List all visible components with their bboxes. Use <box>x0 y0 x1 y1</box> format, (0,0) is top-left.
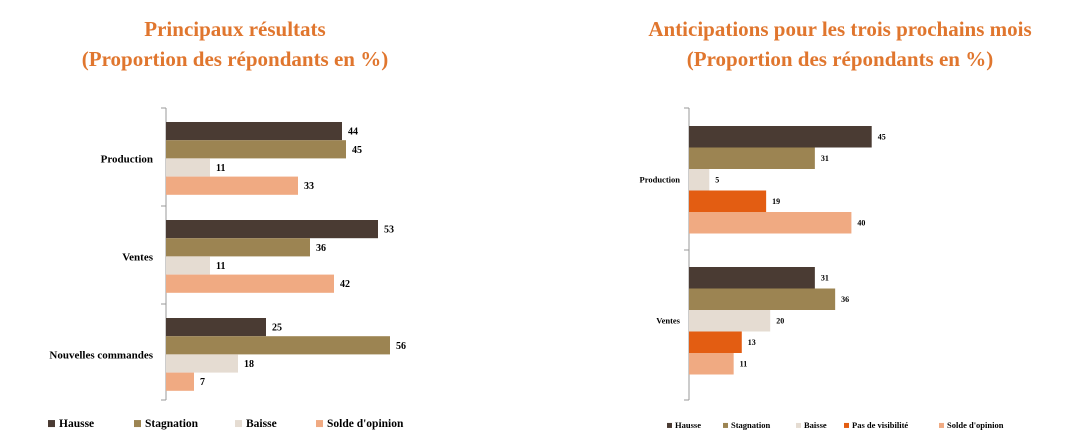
bar <box>166 372 194 391</box>
bar <box>689 126 872 148</box>
data-label: 31 <box>821 154 829 163</box>
left-chart-title-line1: Principaux résultats <box>144 17 326 41</box>
legend-swatch <box>48 420 55 428</box>
category-label: Nouvelles commandes <box>49 349 153 361</box>
bar <box>166 256 210 275</box>
legend-label: Baisse <box>804 420 827 430</box>
category-label: Ventes <box>122 251 153 263</box>
data-label: 40 <box>857 219 865 228</box>
bar <box>166 238 310 257</box>
category-label: Production <box>101 153 153 165</box>
legend-label: Stagnation <box>145 418 199 430</box>
bar <box>166 122 342 141</box>
bar <box>689 331 742 353</box>
data-label: 33 <box>304 181 314 192</box>
bar <box>689 288 836 310</box>
legend-swatch <box>844 422 849 428</box>
legend-swatch <box>667 422 672 428</box>
legend: Hausse Stagnation Baisse Pas de visibilité S… <box>667 420 1004 430</box>
data-label: 45 <box>878 133 886 142</box>
legend-swatch <box>939 422 944 428</box>
legend-swatch <box>316 420 323 428</box>
bar <box>689 169 710 191</box>
category-label: Production <box>640 175 681 185</box>
bar <box>689 190 767 212</box>
legend-swatch <box>796 422 801 428</box>
bar <box>166 176 298 195</box>
data-label: 7 <box>200 377 205 388</box>
bar <box>689 212 852 234</box>
bar <box>166 220 378 239</box>
data-label: 5 <box>715 176 719 185</box>
legend-swatch <box>235 420 242 428</box>
legend-label: Solde d'opinion <box>327 418 404 430</box>
data-label: 18 <box>244 359 254 370</box>
right-chart-title: Anticipations pour les trois prochains m… <box>610 14 1070 74</box>
data-label: 31 <box>821 274 829 283</box>
data-label: 11 <box>740 360 748 369</box>
legend-label: Solde d'opinion <box>947 420 1004 430</box>
data-label: 36 <box>316 243 326 254</box>
data-label: 42 <box>340 279 350 290</box>
bar <box>166 354 238 373</box>
left-chart-title: Principaux résultats (Proportion des rép… <box>20 14 450 74</box>
category-label: Ventes <box>656 316 680 326</box>
bar <box>166 158 210 177</box>
left-chart: 44 45 11 33 Production 53 36 11 42 Ventes 25 56 18 7 N… <box>48 107 406 430</box>
data-label: 36 <box>841 295 849 304</box>
bar <box>166 140 346 159</box>
legend-label: Hausse <box>59 418 94 430</box>
bar <box>166 336 390 355</box>
legend-label: Baisse <box>246 418 277 430</box>
bar <box>689 267 815 289</box>
bar <box>166 318 266 337</box>
data-label: 56 <box>396 341 406 352</box>
bar <box>689 310 771 332</box>
data-label: 19 <box>772 197 780 206</box>
data-label: 25 <box>272 323 282 334</box>
data-label: 13 <box>748 338 756 347</box>
right-chart-title-line1: Anticipations pour les trois prochains m… <box>648 17 1032 41</box>
data-label: 11 <box>216 261 225 272</box>
bar <box>166 274 334 293</box>
data-label: 45 <box>352 145 362 156</box>
legend-label: Hausse <box>675 420 701 430</box>
data-label: 20 <box>776 317 784 326</box>
legend-swatch <box>723 422 728 428</box>
legend-label: Pas de visibilité <box>852 420 908 430</box>
right-chart-title-line2: (Proportion des répondants en %) <box>686 47 994 71</box>
data-label: 53 <box>384 225 394 236</box>
legend-swatch <box>134 420 141 428</box>
legend-label: Stagnation <box>731 420 770 430</box>
left-chart-title-line2: (Proportion des répondants en %) <box>81 47 389 71</box>
bar <box>689 353 734 375</box>
legend: Hausse Stagnation Baisse Solde d'opinion <box>48 418 404 430</box>
bar <box>689 147 815 169</box>
data-label: 44 <box>348 127 358 138</box>
data-label: 11 <box>216 163 225 174</box>
right-chart: 45 31 5 19 40 Production 31 36 20 13 11 Ventes Hauss… <box>640 107 1004 430</box>
